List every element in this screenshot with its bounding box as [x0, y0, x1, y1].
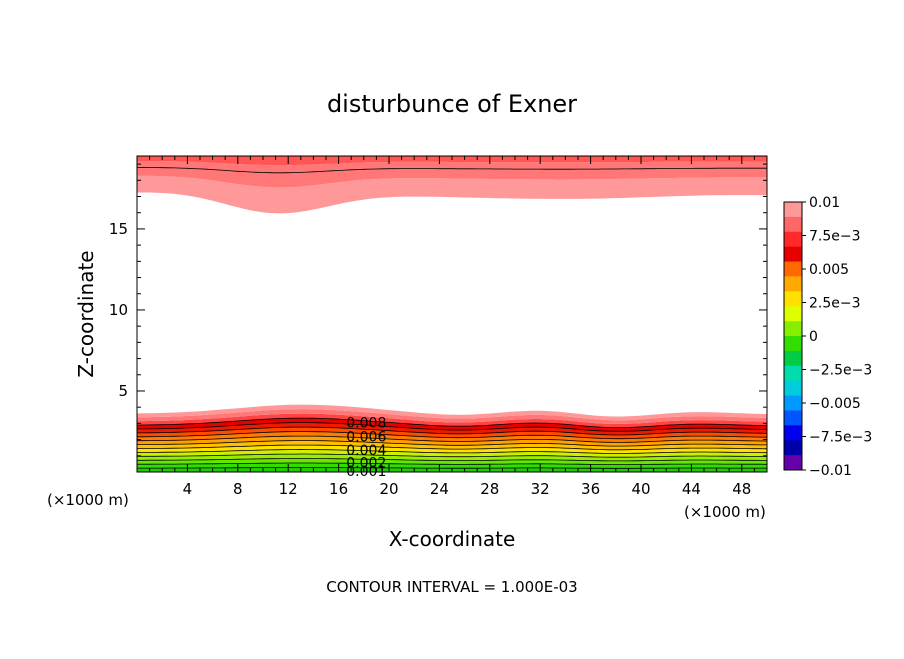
x-tick-label: 12 [279, 480, 298, 498]
bottom-band [137, 436, 767, 447]
contour-label: 0.002 [346, 455, 386, 471]
bottom-band [137, 413, 767, 428]
contour-label: 0.006 [346, 429, 386, 445]
colorbar-labels: 0.01 7.5e−3 0.005 2.5e−3 0 −2.5e−3 −0.005 −7.5e… [802, 195, 872, 479]
contour-line [136, 453, 767, 458]
contour-line [136, 422, 768, 432]
x-tick-label: 8 [233, 480, 243, 498]
x-unit-right: (×1000 m) [684, 503, 766, 521]
colorbar-swatch [784, 276, 802, 292]
axis-ticks [137, 156, 767, 472]
bottom-band [137, 463, 767, 469]
bottom-band [137, 409, 767, 424]
x-tick-label: 40 [631, 480, 650, 498]
colorbar-swatch [784, 410, 802, 426]
chart-title: disturbunce of Exner [327, 90, 577, 118]
colorbar-label: −7.5e−3 [809, 430, 872, 446]
colorbar-swatch [784, 380, 802, 397]
colorbar-swatch [784, 291, 802, 307]
x-axis-label: X-coordinate [389, 527, 516, 551]
bottom-band [137, 422, 767, 435]
x-tick-label: 4 [183, 480, 193, 498]
colorbar-swatch [784, 202, 802, 218]
bottom-band [137, 431, 767, 443]
colorbar-label: 0.01 [809, 195, 840, 211]
x-tick-label: 48 [732, 480, 751, 498]
contour-line [137, 426, 768, 436]
colorbar-swatch [784, 365, 802, 382]
colorbar-label: 0 [809, 329, 818, 345]
y-axis-label: Z-coordinate [74, 250, 98, 377]
x-tick-label: 32 [531, 480, 550, 498]
contour-line [137, 462, 768, 465]
top-band [137, 175, 767, 214]
colorbar-swatch [784, 455, 802, 471]
colorbar-swatch [784, 395, 802, 411]
colorbar-label: 0.005 [809, 262, 849, 278]
y-tick-labels: 5 10 15 [109, 220, 128, 400]
colorbar-swatch [784, 425, 802, 441]
contour-line [137, 440, 767, 447]
colorbar-label: 2.5e−3 [809, 296, 861, 312]
x-tick-label: 20 [379, 480, 398, 498]
x-tick-label: 28 [480, 480, 499, 498]
x-tick-label: 44 [682, 480, 701, 498]
contour-line [137, 435, 768, 443]
colorbar-swatch [784, 336, 802, 352]
top-band [137, 156, 767, 166]
contour-line [137, 444, 768, 451]
bottom-band [137, 449, 767, 458]
colorbar-swatch [784, 321, 802, 337]
colorbar-swatch [784, 440, 802, 456]
bottom-band [137, 440, 767, 450]
bottom-band [137, 427, 767, 439]
bottom-band [137, 458, 767, 465]
colorbar-label: −0.005 [809, 396, 861, 412]
contour-line [136, 417, 768, 428]
contour-lines [136, 167, 768, 469]
colorbar-swatch [784, 246, 802, 263]
x-tick-label: 16 [329, 480, 348, 498]
contour-line [136, 449, 768, 454]
bottom-band [137, 404, 767, 421]
colorbar-label: −0.01 [809, 463, 852, 479]
contour-line [137, 431, 768, 440]
colorbar-swatch [784, 231, 802, 248]
x-tick-label: 36 [581, 480, 600, 498]
colorbar-swatch [784, 306, 802, 322]
colorbar-swatch [784, 261, 802, 277]
bottom-band [137, 454, 767, 461]
colorbar-swatch [784, 350, 802, 367]
contour-line [136, 167, 767, 174]
x-unit-left: (×1000 m) [47, 491, 129, 509]
x-tick-label: 24 [430, 480, 449, 498]
colorbar-label: 7.5e−3 [809, 229, 861, 245]
colorbar-swatch [784, 216, 802, 233]
contour-interval-note: CONTOUR INTERVAL = 1.000E-03 [326, 578, 577, 596]
top-band [137, 161, 767, 188]
contour-line [137, 458, 767, 462]
plot-fill [137, 156, 767, 472]
x-tick-labels: 4 8 12 16 20 24 28 32 36 40 44 48 [183, 480, 752, 498]
contour-label: 0.008 [346, 416, 386, 432]
bottom-band [137, 418, 767, 432]
colorbar [783, 201, 803, 471]
colorbar-label: −2.5e−3 [809, 363, 872, 379]
y-tick-label: 5 [118, 382, 128, 400]
y-tick-label: 10 [109, 301, 128, 319]
contour-label: 0.004 [346, 443, 386, 459]
y-tick-label: 15 [109, 220, 128, 238]
